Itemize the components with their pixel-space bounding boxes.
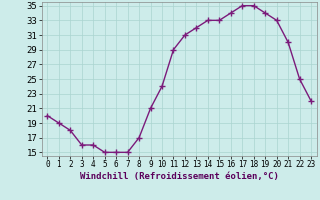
X-axis label: Windchill (Refroidissement éolien,°C): Windchill (Refroidissement éolien,°C)	[80, 172, 279, 181]
